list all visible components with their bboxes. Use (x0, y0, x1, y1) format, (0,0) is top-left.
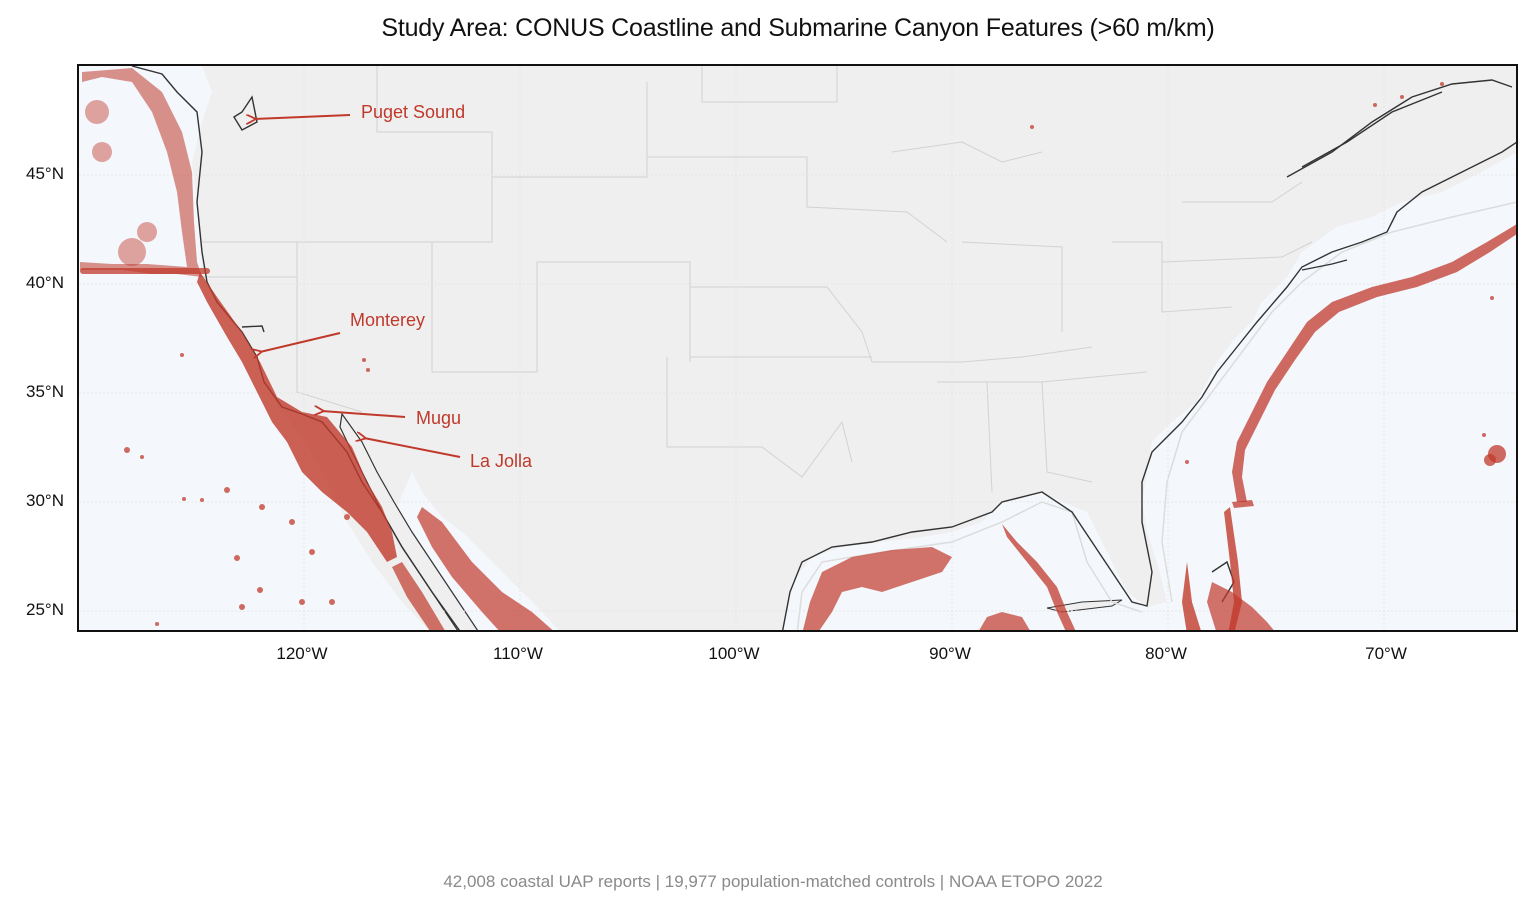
x-tick-100w: 100°W (708, 644, 760, 663)
annotation-la-jolla: La Jolla (470, 451, 533, 471)
map-title: Study Area: CONUS Coastline and Submarin… (381, 14, 1215, 42)
x-tick-110w: 110°W (493, 644, 543, 663)
y-tick-30n: 30°N (26, 491, 64, 510)
y-tick-45n: 45°N (26, 164, 64, 183)
footer-caption: 42,008 coastal UAP reports | 19,977 popu… (443, 872, 1103, 891)
annotation-puget-sound: Puget Sound (361, 102, 466, 122)
map-plot-area (77, 64, 1518, 632)
bathymetry-contour (796, 501, 1143, 630)
y-tick-40n: 40°N (26, 273, 64, 292)
canyon-feature-points (80, 68, 1516, 630)
x-tick-80w: 80°W (1145, 644, 1187, 663)
y-tick-25n: 25°N (26, 600, 64, 619)
y-tick-35n: 35°N (26, 382, 64, 401)
x-tick-120w: 120°W (276, 644, 328, 663)
bathymetry-contour (1161, 201, 1516, 603)
state-borders (202, 66, 1313, 493)
annotation-monterey: Monterey (350, 310, 426, 330)
x-tick-90w: 90°W (929, 644, 971, 663)
land-mass (192, 66, 1516, 630)
x-tick-70w: 70°W (1365, 644, 1407, 663)
map-canvas (79, 66, 1516, 630)
annotation-mugu: Mugu (416, 408, 462, 428)
